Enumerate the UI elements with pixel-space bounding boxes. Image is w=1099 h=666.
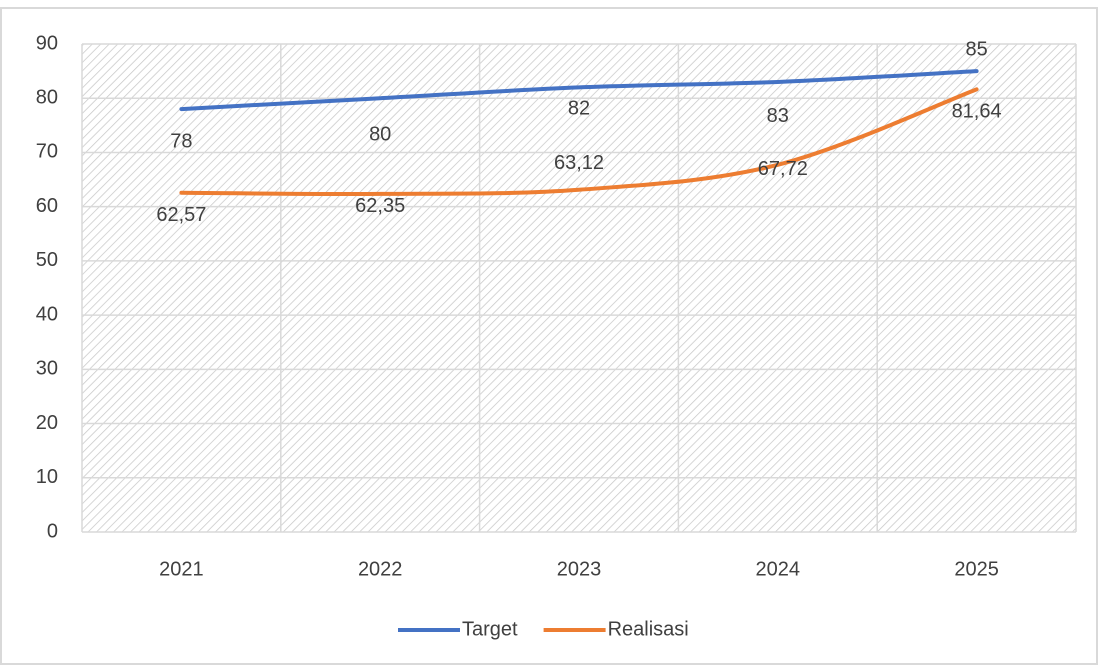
series-line (179, 87, 979, 197)
x-tick-label: 2021 (159, 558, 204, 580)
data-label: 67,72 (758, 158, 808, 180)
x-tick-label: 2022 (358, 558, 403, 580)
plot-area (82, 44, 1076, 532)
y-tick-label: 60 (36, 195, 58, 217)
y-tick-label: 0 (47, 520, 58, 542)
y-tick-label: 40 (36, 303, 58, 325)
x-tick-label: 2024 (756, 558, 801, 580)
y-tick-label: 20 (36, 412, 58, 434)
y-tick-label: 30 (36, 358, 58, 380)
data-label: 62,35 (355, 195, 405, 217)
data-label: 81,64 (952, 101, 1002, 123)
data-label: 80 (369, 124, 391, 146)
x-tick-label: 2023 (557, 558, 602, 580)
data-label: 83 (767, 105, 789, 127)
legend-label: Target (462, 618, 518, 640)
y-tick-label: 70 (36, 141, 58, 163)
y-tick-label: 80 (36, 87, 58, 109)
legend-label: Realisasi (608, 618, 689, 640)
x-tick-label: 2025 (954, 558, 999, 580)
data-label: 82 (568, 98, 590, 120)
data-label: 78 (170, 130, 192, 152)
y-tick-label: 50 (36, 249, 58, 271)
data-label: 85 (965, 38, 987, 60)
data-label: 62,57 (156, 204, 206, 226)
y-tick-label: 10 (36, 466, 58, 488)
data-label: 63,12 (554, 152, 604, 174)
series-line (179, 69, 979, 112)
y-tick-label: 90 (36, 32, 58, 54)
